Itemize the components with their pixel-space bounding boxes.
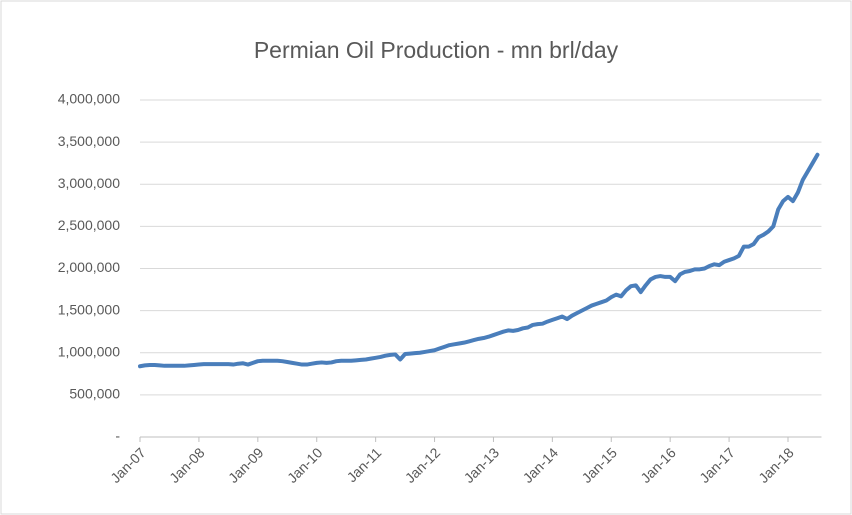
y-tick-label: 500,000 xyxy=(69,386,120,402)
y-tick-label: 1,500,000 xyxy=(58,301,120,317)
y-tick-label: 4,000,000 xyxy=(58,91,120,107)
y-tick-label: 2,500,000 xyxy=(58,217,120,233)
y-tick-label: 2,000,000 xyxy=(58,259,120,275)
y-tick-label: 1,000,000 xyxy=(58,343,120,359)
y-tick-label: - xyxy=(115,428,120,444)
line-series xyxy=(138,152,820,369)
y-tick-label: 3,500,000 xyxy=(58,133,120,149)
y-tick-label: 3,000,000 xyxy=(58,175,120,191)
chart-title: Permian Oil Production - mn brl/day xyxy=(254,37,619,63)
